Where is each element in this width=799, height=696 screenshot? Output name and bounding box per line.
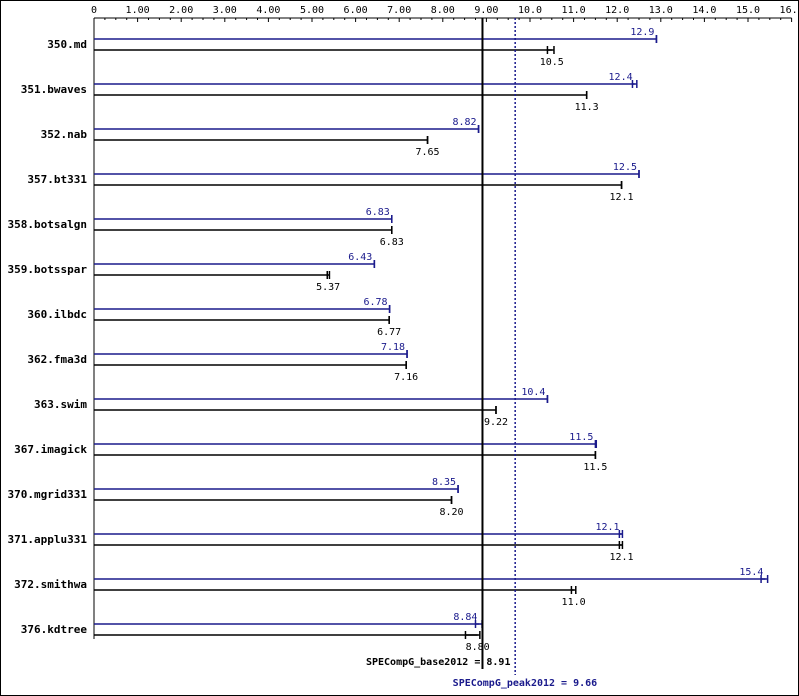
reference-lines: SPECompG_base2012 = 8.91 SPECompG_peak201… [366,18,597,689]
base-value-label: 5.37 [316,282,340,293]
x-tick-label: 13.0 [649,5,673,16]
category-label: 351.bwaves [21,83,87,96]
x-tick-label: 3.00 [213,5,237,16]
x-tick-label: 6.00 [344,5,368,16]
category-label: 357.bt331 [27,173,87,186]
base-value-label: 6.83 [380,237,404,248]
peak-value-label: 8.35 [432,477,456,488]
category-label: 367.imagick [14,443,87,456]
x-tick-label: 12.0 [605,5,629,16]
x-tick-label: 10.0 [518,5,542,16]
peak-value-label: 6.43 [348,252,372,263]
base-value-label: 9.22 [484,417,508,428]
peak-value-label: 6.83 [366,207,390,218]
peak-mean-label: SPECompG_peak2012 = 9.66 [453,678,598,689]
x-tick-label: 16.0 [780,5,798,16]
peak-value-label: 8.84 [453,612,477,623]
base-value-label: 11.0 [562,597,586,608]
x-tick-label: 14.0 [692,5,716,16]
category-label: 371.applu331 [8,533,88,546]
peak-value-label: 6.78 [364,297,388,308]
category-label: 362.fma3d [27,353,87,366]
peak-value-label: 15.4 [739,567,763,578]
x-tick-label: 15.0 [736,5,760,16]
x-tick-label: 5.00 [300,5,324,16]
x-tick-label: 9.00 [474,5,498,16]
base-value-label: 7.65 [415,147,439,158]
base-value-label: 12.1 [610,552,634,563]
base-value-label: 11.3 [575,102,599,113]
x-tick-label: 2.00 [169,5,193,16]
base-mean-label: SPECompG_base2012 = 8.91 [366,657,511,668]
x-tick-label: 8.00 [431,5,455,16]
x-tick-label: 7.00 [387,5,411,16]
category-label: 376.kdtree [21,623,88,636]
base-value-label: 8.20 [439,507,463,518]
base-value-label: 10.5 [540,57,564,68]
peak-value-label: 12.5 [613,162,637,173]
peak-value-label: 8.82 [452,117,476,128]
peak-value-label: 12.1 [595,522,619,533]
category-label: 372.smithwa [14,578,87,591]
x-tick-label: 11.0 [562,5,586,16]
category-label: 363.swim [34,398,87,411]
base-value-label: 12.1 [610,192,634,203]
base-value-label: 8.80 [466,642,490,653]
base-value-label: 6.77 [377,327,401,338]
x-tick-label: 1.00 [126,5,150,16]
x-axis: 0 1.00 2.00 3.00 4.00 5.00 6.00 7.00 8.00 9.00 10.… [91,5,798,639]
category-label: 350.md [47,38,87,51]
base-value-label: 7.16 [394,372,418,383]
base-value-label: 11.5 [583,462,607,473]
peak-value-label: 11.5 [569,432,593,443]
category-label: 358.botsalgn [8,218,87,231]
category-labels: 350.md 351.bwaves 352.nab 357.bt331 358.bots… [8,38,88,636]
category-label: 352.nab [41,128,88,141]
category-label: 360.ilbdc [27,308,87,321]
peak-value-label: 12.4 [609,72,633,83]
peak-value-label: 7.18 [381,342,405,353]
x-tick-label: 4.00 [256,5,280,16]
bars-layer: 12.9 10.5 12.4 11.3 8.82 7.65 12.5 12.1 6.83 6.83… [94,27,769,653]
peak-value-label: 10.4 [521,387,545,398]
peak-value-label: 12.9 [630,27,654,38]
category-label: 370.mgrid331 [8,488,88,501]
x-tick-label: 0 [91,5,97,16]
category-label: 359.botsspar [8,263,88,276]
